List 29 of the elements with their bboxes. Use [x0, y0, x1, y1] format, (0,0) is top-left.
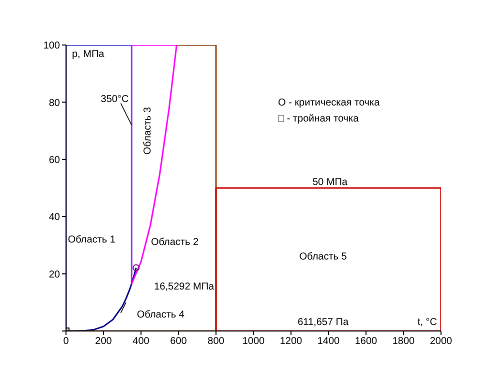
y-tick-label: 40 [48, 212, 60, 224]
annotation: Область 2 [150, 236, 199, 248]
x-tick-label: 2000 [430, 336, 453, 348]
x-tick-label: 1200 [280, 336, 303, 348]
annotation: Область 4 [136, 310, 185, 321]
annotation: 350°C [100, 94, 129, 105]
x-tick-label: 400 [132, 336, 150, 348]
x-tick-label: 600 [170, 336, 188, 348]
y-tick-label: 100 [43, 40, 60, 52]
annotation: О - критическая точка [278, 98, 380, 109]
x-tick-label: 1600 [354, 336, 378, 348]
y-tick-label: 20 [48, 269, 60, 280]
annotation: Область 3 [142, 106, 154, 155]
annotation: 16,5292 МПа [154, 282, 215, 293]
x-tick-label: 200 [95, 336, 112, 348]
x-tick-label: 800 [208, 336, 225, 348]
annotation: □ - тройная точка [278, 114, 360, 125]
annotation: Область 1 [68, 234, 116, 246]
annotation: 50 МПа [312, 176, 348, 188]
annotation: Область 5 [299, 251, 348, 262]
x-tick-label: 0 [63, 336, 70, 348]
y-tick-label: 80 [48, 98, 60, 109]
x-axis-title: t, °C [417, 317, 437, 328]
annotation: 611,657 Па [298, 317, 349, 328]
x-tick-label: 1400 [317, 336, 340, 348]
y-axis-title: р, МПа [72, 49, 105, 60]
x-tick-label: 1800 [392, 336, 416, 348]
x-tick-label: 1000 [242, 336, 266, 348]
y-tick-label: 60 [48, 154, 60, 166]
